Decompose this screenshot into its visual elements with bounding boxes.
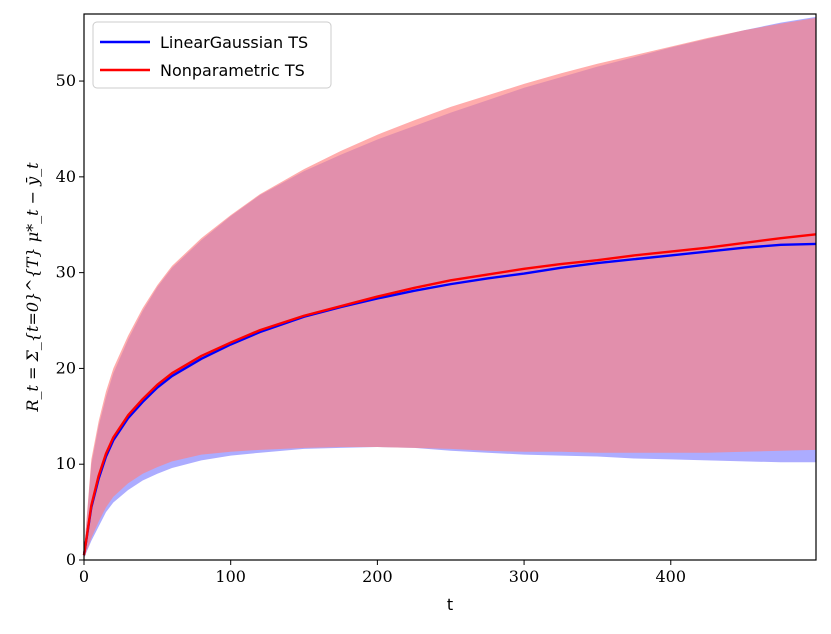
- y-tick-label: 20: [56, 358, 76, 377]
- legend-label-1: Nonparametric TS: [160, 61, 305, 80]
- plot-frame: [83, 13, 817, 561]
- y-axis-ticks: 0 10 20 30 40 50: [56, 71, 84, 569]
- x-tick-label: 0: [79, 567, 89, 586]
- y-tick-label: 0: [66, 550, 76, 569]
- x-tick-label: 200: [362, 567, 393, 586]
- y-tick-label: 50: [56, 71, 76, 90]
- x-tick-label: 100: [215, 567, 246, 586]
- y-tick-label: 40: [56, 167, 76, 186]
- x-axis-label: t: [447, 595, 453, 614]
- x-tick-label: 400: [656, 567, 687, 586]
- legend: LinearGaussian TS Nonparametric TS: [92, 21, 332, 89]
- x-axis-ticks: 0 100 200 300 400: [79, 560, 686, 586]
- y-tick-label: 10: [56, 454, 76, 473]
- band-1: [84, 17, 816, 559]
- legend-box: [92, 21, 332, 89]
- x-tick-label: 300: [509, 567, 540, 586]
- y-tick-label: 30: [56, 263, 76, 282]
- legend-label-0: LinearGaussian TS: [160, 33, 308, 52]
- confidence-bands: [84, 16, 816, 559]
- mean-lines: [82, 233, 817, 556]
- y-axis-label: R_t = Σ_{t=0}^{T} μ*_t − ȳ_t: [23, 162, 42, 413]
- y-axis-label-text: R_t = Σ_{t=0}^{T} μ*_t − ȳ_t: [23, 162, 42, 413]
- series-line-1: [82, 233, 817, 556]
